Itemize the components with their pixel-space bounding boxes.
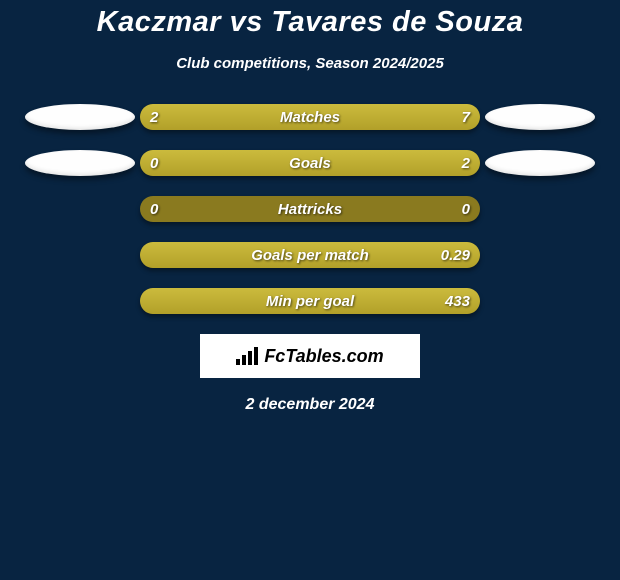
stat-right-value: 433: [445, 288, 470, 314]
right-badge-slot: [480, 104, 600, 130]
stat-bar-track: Goals per match0.29: [140, 242, 480, 268]
stat-label: Hattricks: [140, 196, 480, 222]
right-team-badge: [485, 104, 595, 130]
stat-right-value: 0.29: [441, 242, 470, 268]
stat-bar-track: 2Matches7: [140, 104, 480, 130]
left-team-badge: [25, 104, 135, 130]
right-team-badge: [485, 150, 595, 176]
stat-right-value: 2: [462, 150, 470, 176]
stat-row: Goals per match0.29: [0, 242, 620, 268]
right-badge-slot: [480, 150, 600, 176]
stat-row: 0Hattricks0: [0, 196, 620, 222]
stat-right-value: 7: [462, 104, 470, 130]
stat-bar-track: Min per goal433: [140, 288, 480, 314]
watermark-text: FcTables.com: [264, 346, 383, 367]
stat-bar-track: 0Hattricks0: [140, 196, 480, 222]
watermark: FcTables.com: [200, 334, 420, 378]
stat-label: Goals: [140, 150, 480, 176]
stat-label: Goals per match: [140, 242, 480, 268]
left-team-badge: [25, 150, 135, 176]
bar-chart-icon: [236, 347, 258, 365]
page-title: Kaczmar vs Tavares de Souza: [0, 0, 620, 39]
stat-row: Min per goal433: [0, 288, 620, 314]
page-subtitle: Club competitions, Season 2024/2025: [0, 55, 620, 72]
comparison-chart: 2Matches70Goals20Hattricks0Goals per mat…: [0, 104, 620, 314]
stat-row: 2Matches7: [0, 104, 620, 130]
stat-right-value: 0: [462, 196, 470, 222]
stat-bar-track: 0Goals2: [140, 150, 480, 176]
stat-label: Min per goal: [140, 288, 480, 314]
footer-date: 2 december 2024: [0, 396, 620, 414]
stat-label: Matches: [140, 104, 480, 130]
left-badge-slot: [20, 150, 140, 176]
stat-row: 0Goals2: [0, 150, 620, 176]
left-badge-slot: [20, 104, 140, 130]
